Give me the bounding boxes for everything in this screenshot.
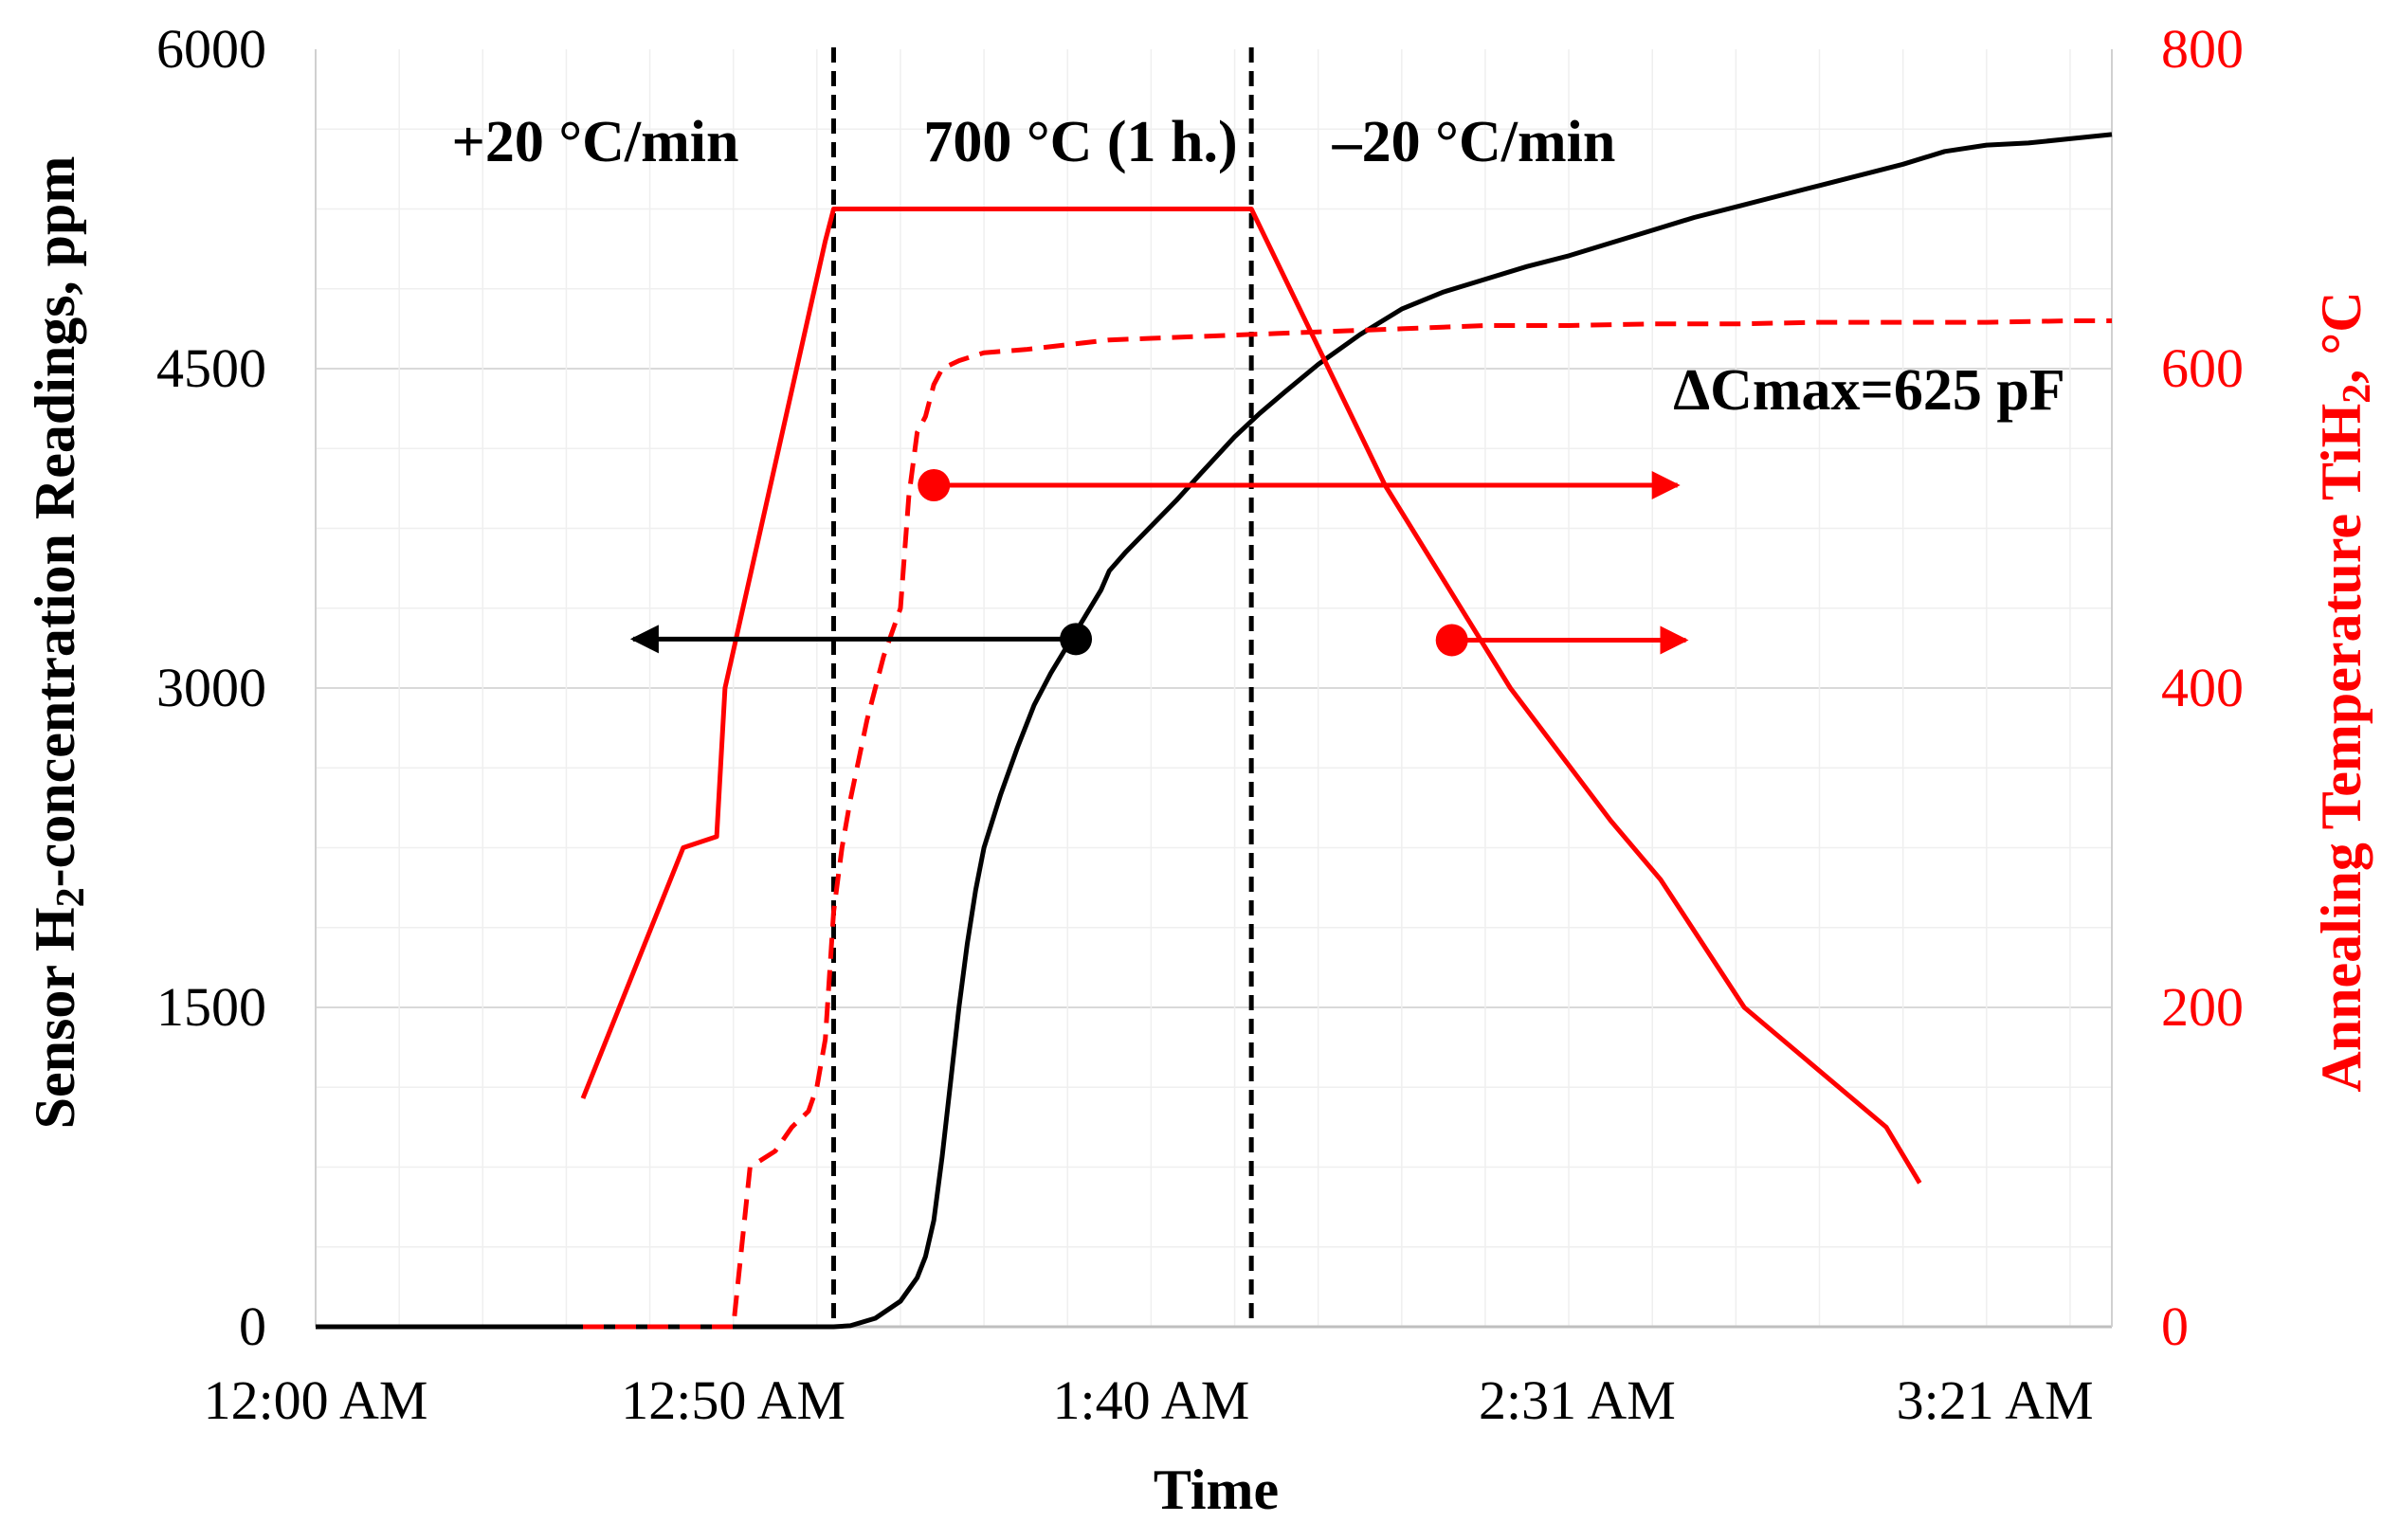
y-left-title-subscript: 2 — [49, 887, 93, 907]
y-left-tick-label: 3000 — [156, 657, 266, 718]
phase-label-heating: +20 °C/min — [452, 110, 739, 174]
series-marker-dot-3 — [1435, 624, 1468, 657]
series-layer — [316, 132, 2113, 1330]
y-left-tick-label: 1500 — [156, 976, 266, 1038]
series-marker-dot-1 — [918, 469, 951, 502]
y-right-tick-label: 800 — [2161, 18, 2244, 80]
annealing-temperature-line — [580, 207, 1922, 1185]
y-right-title-part1: Annealing Temperature TiH — [2310, 404, 2373, 1093]
y-left-title-part1: Sensor H — [24, 907, 86, 1129]
phase-label-cooling: –20 °C/min — [1332, 110, 1616, 174]
y-axis-right-title: Annealing Temperature TiH2, °C — [2310, 291, 2379, 1092]
grid — [316, 49, 2112, 1327]
y-right-tick-label: 600 — [2161, 337, 2244, 399]
y-left-tick-label: 4500 — [156, 337, 266, 399]
x-tick-label: 3:21 AM — [1897, 1369, 2094, 1431]
y-axis-left-title: Sensor H2-concentration Readings, ppm — [24, 156, 93, 1130]
delta-c-annotation: ΔCmax=625 pF — [1673, 358, 2064, 423]
capacitance-dashed-line — [583, 318, 2112, 1330]
y-left-tick-label: 0 — [239, 1295, 266, 1357]
series-marker-dot-2 — [1060, 623, 1093, 656]
y-left-tick-label: 6000 — [156, 18, 266, 80]
y-right-tick-label: 200 — [2161, 976, 2244, 1038]
x-tick-label: 1:40 AM — [1052, 1369, 1249, 1431]
phase-lines — [830, 47, 1254, 1327]
marker-layer — [629, 469, 1689, 657]
y-left-title-part2: -concentration Readings, ppm — [24, 156, 86, 888]
x-tick-label: 2:31 AM — [1479, 1369, 1676, 1431]
y-right-title-part2: , °C — [2310, 291, 2373, 383]
y-right-title-subscript: 2 — [2336, 384, 2379, 404]
tick-labels: 0 1500 3000 4500 6000 0 200 400 600 800 12:00 AM 12… — [156, 18, 2244, 1431]
x-tick-label: 12:50 AM — [621, 1369, 845, 1431]
y-right-tick-label: 400 — [2161, 657, 2244, 718]
phase-label-hold: 700 °C (1 h.) — [923, 110, 1237, 174]
y-right-tick-label: 0 — [2161, 1295, 2189, 1357]
x-tick-label: 12:00 AM — [204, 1369, 428, 1431]
x-axis-title: Time — [1154, 1458, 1279, 1521]
sensor-h2-concentration-line — [316, 132, 2113, 1330]
